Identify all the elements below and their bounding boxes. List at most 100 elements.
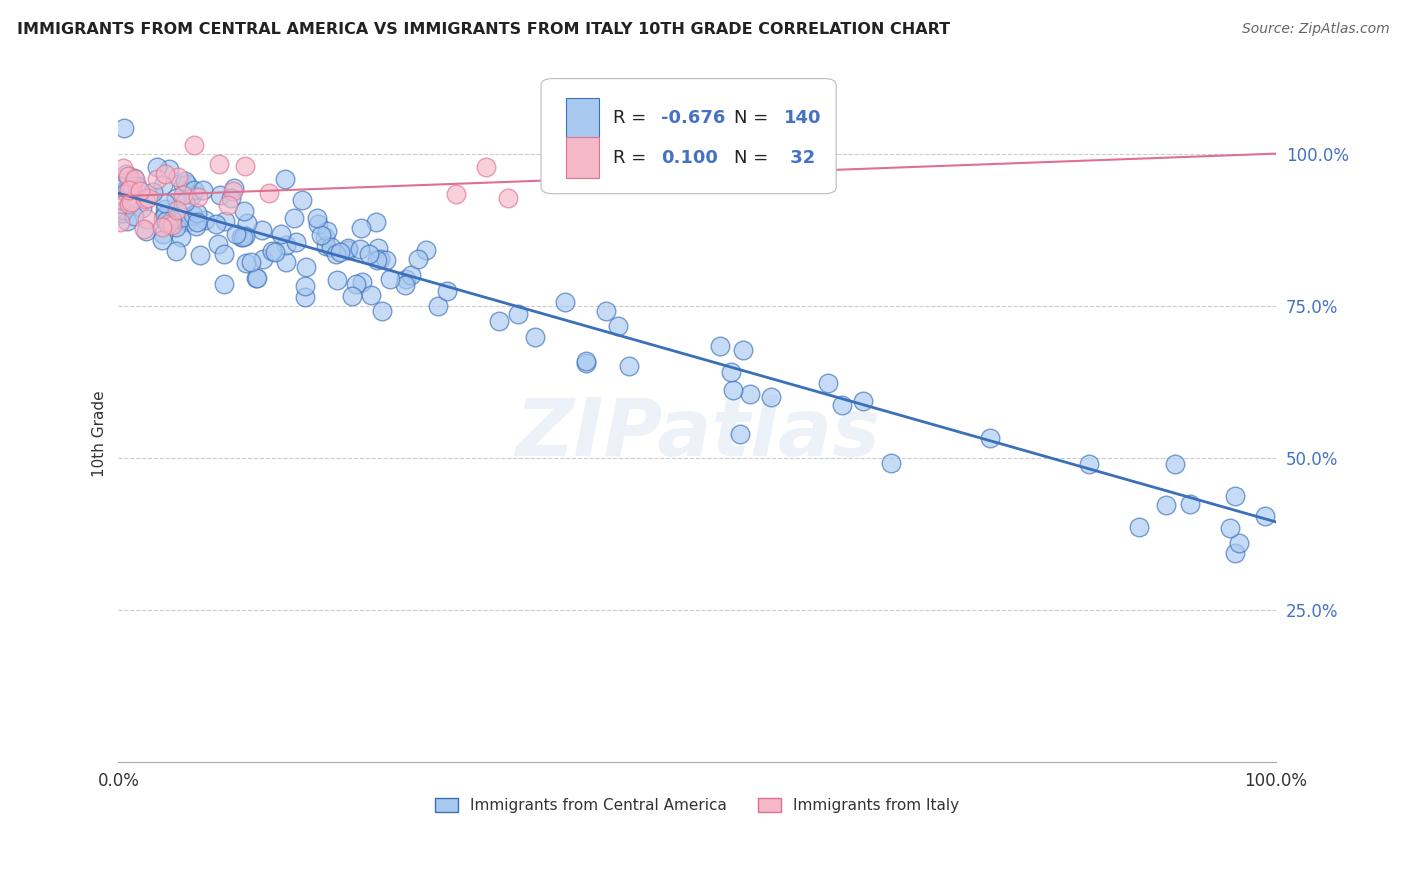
Point xyxy=(204,217,226,231)
Point xyxy=(319,240,342,254)
Point xyxy=(153,202,176,216)
Point xyxy=(709,338,731,352)
Point xyxy=(315,239,337,253)
Point xyxy=(294,290,316,304)
Point xyxy=(111,193,134,207)
Point xyxy=(738,386,761,401)
Point xyxy=(131,201,153,215)
Point xyxy=(506,306,529,320)
Point xyxy=(166,202,188,217)
Point xyxy=(375,252,398,267)
Point xyxy=(394,277,416,292)
Point xyxy=(118,197,141,211)
Point xyxy=(150,220,173,235)
Point xyxy=(311,227,333,242)
Point xyxy=(415,243,437,257)
Point xyxy=(167,170,190,185)
Text: 0.100: 0.100 xyxy=(661,148,718,167)
FancyBboxPatch shape xyxy=(567,98,599,138)
Point xyxy=(357,247,380,261)
Point xyxy=(1225,545,1247,559)
Point xyxy=(1163,457,1185,471)
Text: N =: N = xyxy=(734,148,769,167)
Point xyxy=(124,172,146,186)
Point xyxy=(115,185,138,199)
Point xyxy=(305,211,328,226)
Point xyxy=(162,213,184,227)
Point xyxy=(329,244,352,259)
Point xyxy=(366,252,388,267)
Point xyxy=(340,289,363,303)
Point xyxy=(111,161,134,175)
Point xyxy=(1227,536,1250,550)
Point xyxy=(142,185,165,199)
Point xyxy=(183,183,205,197)
Point xyxy=(112,184,135,198)
Point xyxy=(607,318,630,333)
Point xyxy=(314,230,336,244)
Point xyxy=(174,174,197,188)
Point xyxy=(136,191,159,205)
Point xyxy=(349,242,371,256)
Point xyxy=(160,219,183,233)
Point xyxy=(1078,457,1101,471)
Point xyxy=(156,217,179,231)
Point xyxy=(194,212,217,227)
Point xyxy=(120,194,142,209)
Point xyxy=(134,192,156,206)
Point xyxy=(112,203,135,218)
Point xyxy=(446,186,468,201)
Point xyxy=(595,303,617,318)
Point xyxy=(733,343,755,357)
Point xyxy=(523,330,546,344)
Point xyxy=(285,235,308,249)
Point xyxy=(619,359,641,373)
Point xyxy=(132,222,155,236)
Text: ZIPatlas: ZIPatlas xyxy=(515,394,880,473)
Point xyxy=(344,277,367,291)
Point xyxy=(368,252,391,267)
Point xyxy=(219,191,242,205)
Point xyxy=(1219,521,1241,535)
Point xyxy=(127,178,149,193)
Point xyxy=(350,221,373,235)
Point xyxy=(152,211,174,225)
Point xyxy=(295,260,318,274)
Point xyxy=(136,212,159,227)
Point xyxy=(1154,498,1177,512)
Point xyxy=(173,211,195,225)
Point xyxy=(233,229,256,244)
Point xyxy=(273,171,295,186)
Y-axis label: 10th Grade: 10th Grade xyxy=(93,391,107,477)
Point xyxy=(111,205,134,219)
FancyBboxPatch shape xyxy=(567,137,599,178)
Point xyxy=(222,180,245,194)
Point xyxy=(291,193,314,207)
Point xyxy=(112,120,135,135)
Text: 140: 140 xyxy=(785,109,821,127)
Point xyxy=(1178,497,1201,511)
Point xyxy=(222,185,245,199)
Point xyxy=(152,227,174,241)
FancyBboxPatch shape xyxy=(541,78,837,194)
Point xyxy=(152,178,174,193)
Point xyxy=(326,273,349,287)
Point xyxy=(554,295,576,310)
Point xyxy=(155,213,177,227)
Point xyxy=(378,272,401,286)
Point xyxy=(124,209,146,223)
Point xyxy=(112,176,135,190)
Point xyxy=(225,227,247,241)
Point xyxy=(146,172,169,186)
Point xyxy=(235,256,257,270)
Point xyxy=(307,217,329,231)
Point xyxy=(212,277,235,291)
Point xyxy=(117,214,139,228)
Point xyxy=(880,456,903,470)
Point xyxy=(169,230,191,244)
Point xyxy=(117,169,139,184)
Text: R =: R = xyxy=(613,148,658,167)
Point xyxy=(235,215,257,229)
Point xyxy=(316,224,339,238)
Point xyxy=(721,383,744,397)
